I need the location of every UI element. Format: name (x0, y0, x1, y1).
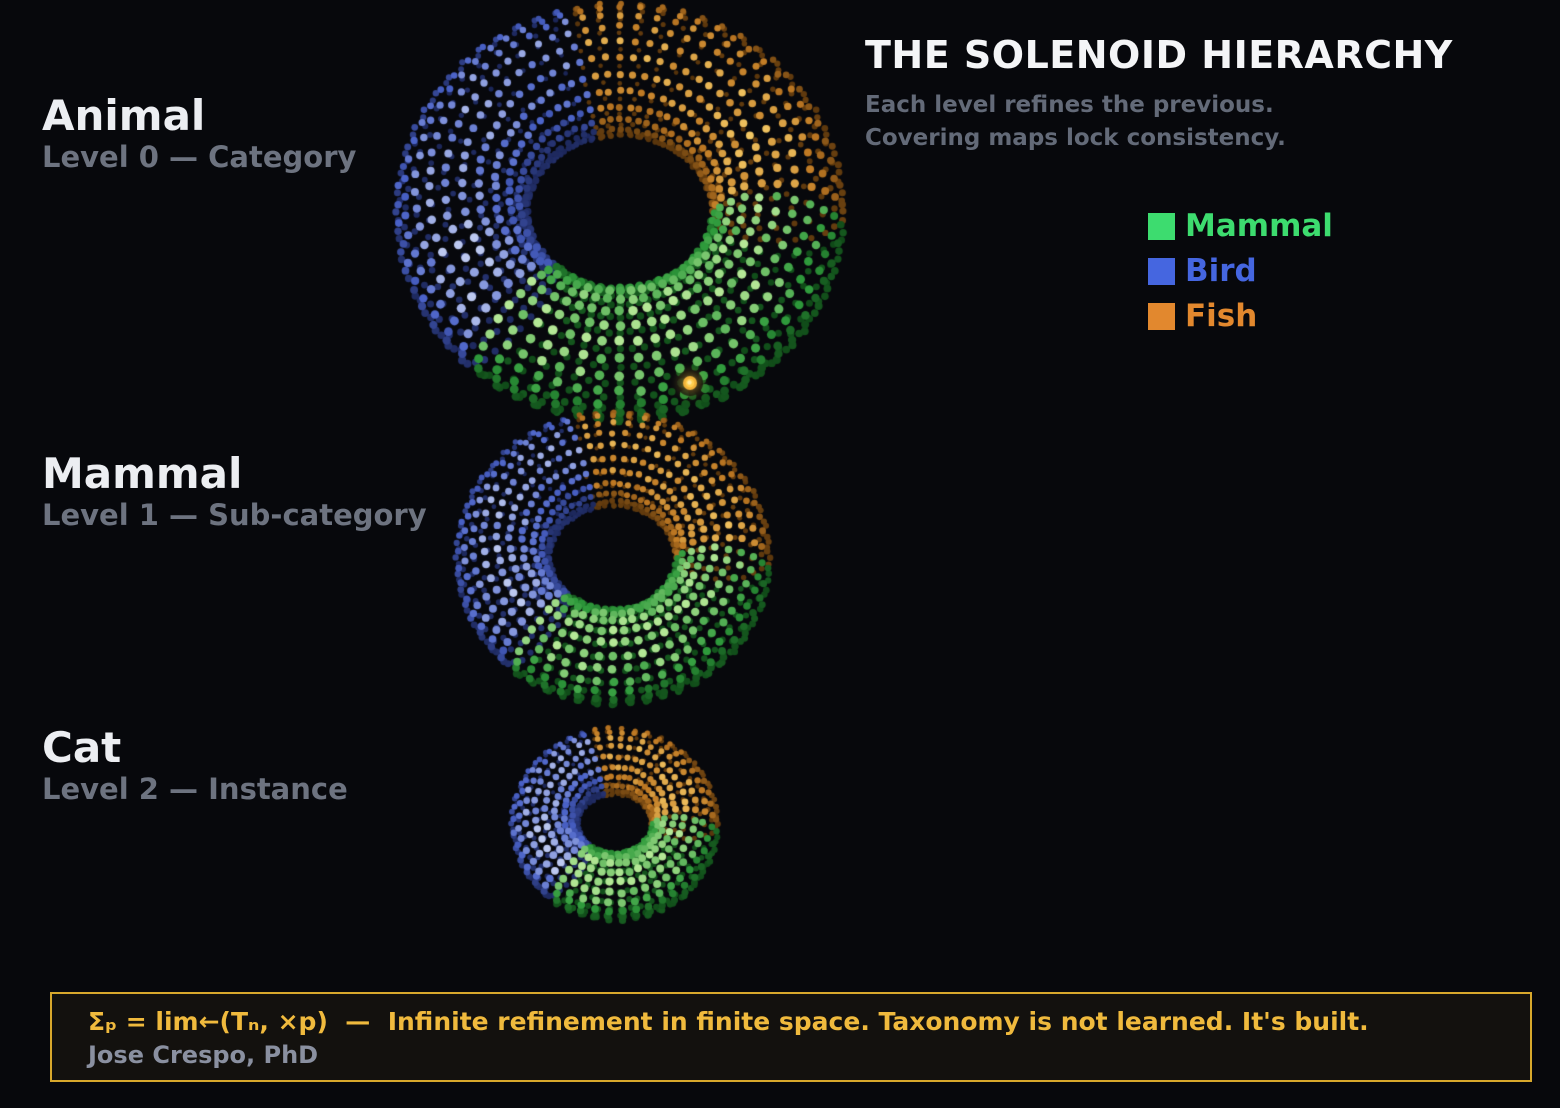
solenoid-infographic: Animal Level 0 — Category Mammal Level 1… (0, 0, 1560, 1108)
torus-point-cloud-canvas (0, 0, 1560, 1108)
